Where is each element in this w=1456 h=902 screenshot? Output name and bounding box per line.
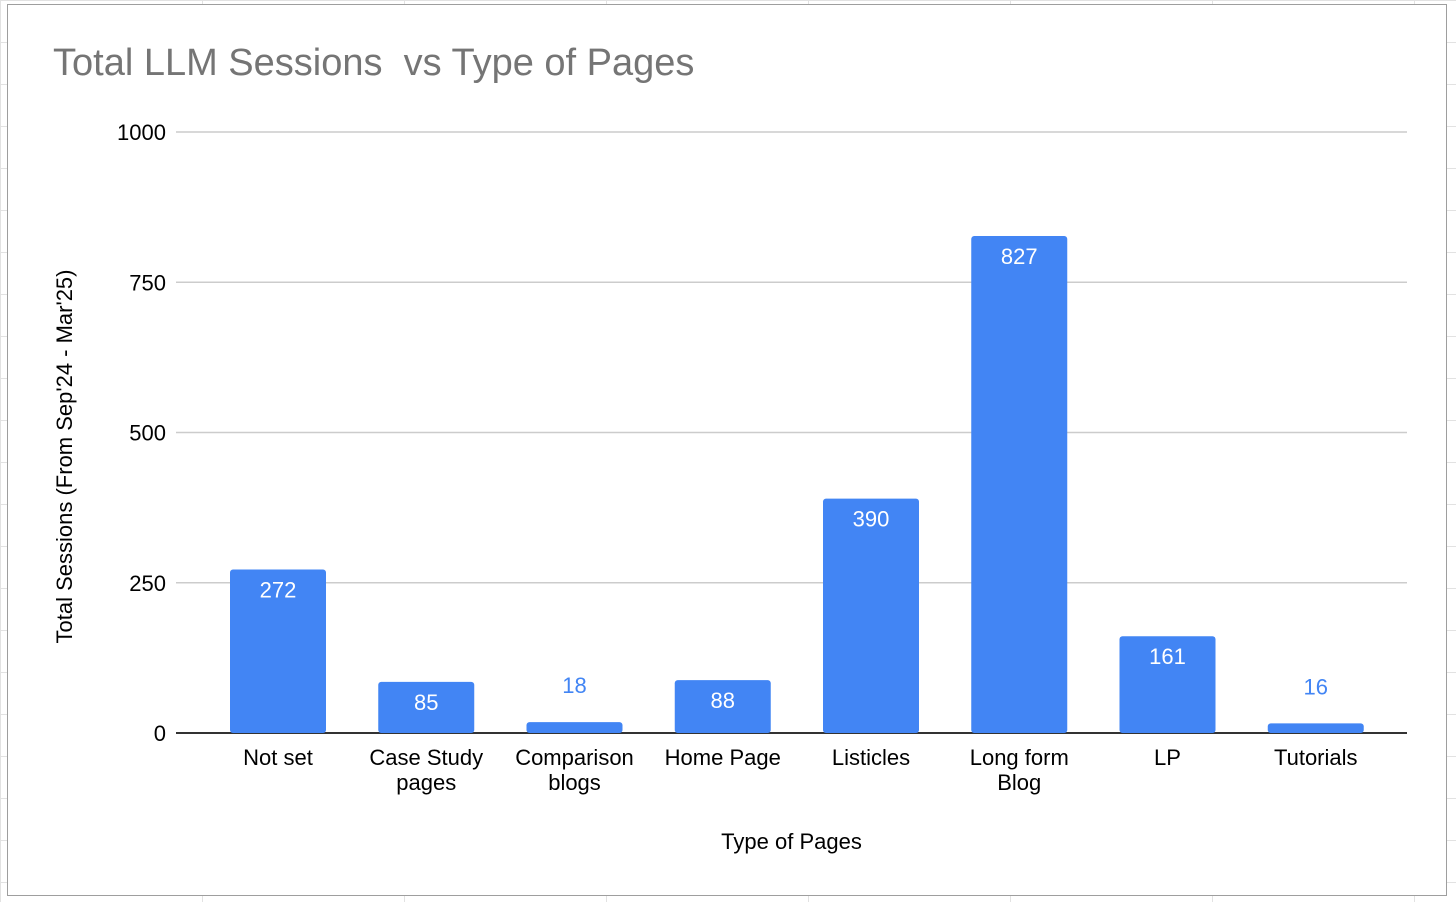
y-tick-label: 500 <box>129 421 166 446</box>
bar[interactable] <box>971 235 1068 733</box>
bar-value-label: 85 <box>414 690 438 715</box>
y-tick-label: 0 <box>154 721 166 746</box>
bar-value-label: 16 <box>1304 674 1328 699</box>
y-axis-ticks: 0 250 500 750 1000 <box>117 120 166 746</box>
x-axis-ticks: Not set Case Study pages Comparison blogs Hom… <box>243 745 1357 795</box>
gridlines <box>176 131 1407 734</box>
bar-value-label: 88 <box>711 688 735 713</box>
bar-value-label: 827 <box>1001 244 1038 269</box>
bar[interactable] <box>526 722 623 733</box>
x-tick-label: Case Study pages <box>369 745 483 795</box>
x-tick-label: Long form Blog <box>970 745 1069 795</box>
x-tick-label: Listicles <box>832 745 910 770</box>
bar[interactable] <box>823 498 919 733</box>
x-tick-label: Not set <box>243 745 313 770</box>
y-tick-label: 1000 <box>117 120 166 145</box>
bars <box>230 235 1364 733</box>
y-axis-title: Total Sessions (From Sep'24 - Mar'25) <box>52 270 77 644</box>
bar[interactable] <box>1119 636 1216 733</box>
x-tick-label: Home Page <box>665 745 781 770</box>
bar[interactable] <box>378 681 475 733</box>
x-axis-title: Type of Pages <box>721 829 862 854</box>
y-tick-label: 750 <box>129 270 166 295</box>
y-tick-label: 250 <box>129 571 166 596</box>
chart-title: Total LLM Sessions vs Type of Pages <box>53 42 695 84</box>
bar-value-label: 18 <box>562 673 586 698</box>
bar[interactable] <box>1267 723 1364 733</box>
data-labels: 272 85 18 88 390 827 161 16 <box>260 244 1328 715</box>
bar-value-label: 390 <box>853 507 890 532</box>
x-tick-label: Tutorials <box>1274 745 1358 770</box>
x-tick-label: LP <box>1154 745 1181 770</box>
bar[interactable] <box>230 569 326 733</box>
chart-container[interactable] <box>7 4 1447 896</box>
bar[interactable] <box>674 680 771 733</box>
bar-value-label: 161 <box>1149 644 1186 669</box>
x-tick-label: Comparison blogs <box>515 745 634 795</box>
bar-value-label: 272 <box>260 578 297 603</box>
